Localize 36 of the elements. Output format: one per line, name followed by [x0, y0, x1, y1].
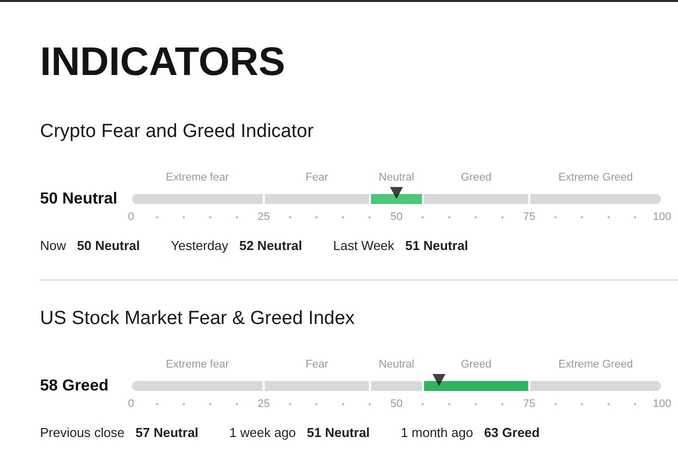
annotation: 50 Neutral [77, 238, 140, 253]
annotation: 51 Neutral [405, 238, 468, 253]
series-label: Extreme Greed [558, 172, 633, 184]
series-label: Neutral [378, 172, 414, 184]
series-label: Greed [460, 358, 492, 370]
x-tick-label: 50 [390, 211, 403, 223]
annotation: 52 Neutral [239, 238, 302, 253]
x-tick-label: 25 [258, 398, 270, 410]
y-tick-label: 58 Greed [40, 378, 108, 394]
series-label: Fear [306, 172, 328, 184]
text: Now [40, 238, 66, 253]
x-tick-label: 100 [652, 398, 672, 410]
series-label: Neutral [378, 358, 414, 370]
x-tick-label: 100 [652, 211, 672, 223]
series-label: Extreme Greed [558, 358, 633, 370]
annotation: 1 week ago [229, 425, 296, 440]
annotation: 51 Neutral [306, 425, 370, 440]
x-tick-label: 0 [128, 398, 134, 410]
series-label: Fear [306, 358, 328, 370]
x-tick-label: 25 [258, 211, 270, 223]
text: Previous close [40, 425, 125, 440]
annotation: Yesterday [170, 238, 228, 253]
annotation: Last Week [333, 238, 394, 253]
annotation: 1 month ago [400, 425, 474, 440]
series-label: Greed [460, 172, 492, 184]
x-tick-label: 0 [128, 211, 134, 223]
chart-title: US Stock Market Fear & Greed Index [40, 307, 355, 331]
series-label: Extreme fear [166, 358, 230, 370]
chart-subtitle: Crypto Fear and Greed Indicator [40, 120, 314, 144]
x-tick-label: 75 [523, 211, 536, 223]
annotation: 57 Neutral [136, 425, 198, 440]
series-label: Extreme fear [166, 172, 230, 184]
x-tick-label: 50 [390, 398, 403, 410]
chart-title: INDICATORS [40, 40, 286, 84]
x-tick-label: 75 [523, 398, 536, 410]
annotation: 63 Greed [484, 425, 540, 440]
